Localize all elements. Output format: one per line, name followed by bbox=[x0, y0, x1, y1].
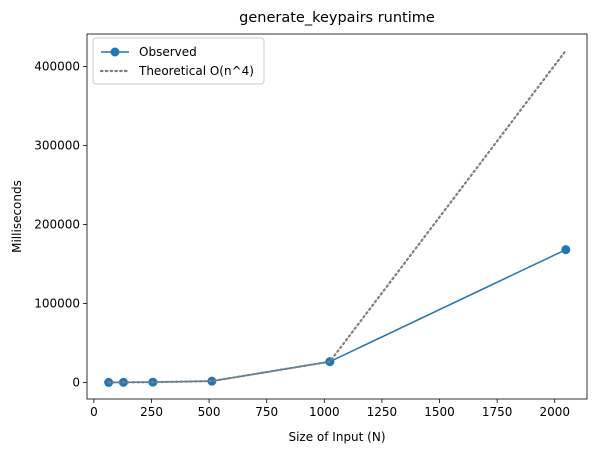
y-tick-label: 300000 bbox=[34, 138, 80, 152]
x-axis-title: Size of Input (N) bbox=[288, 430, 385, 444]
plot-frame bbox=[86, 33, 588, 400]
y-tick-label: 100000 bbox=[34, 296, 80, 310]
legend: Observed Theoretical O(n^4) bbox=[92, 37, 265, 85]
y-axis: 0 100000 200000 300000 400000 bbox=[34, 59, 87, 389]
legend-entry-theoretical: Theoretical O(n^4) bbox=[99, 64, 254, 78]
y-tick-label: 0 bbox=[72, 375, 80, 389]
x-tick-label: 750 bbox=[255, 405, 278, 419]
y-tick-label: 200000 bbox=[34, 217, 80, 231]
legend-marker-observed bbox=[110, 47, 120, 57]
observed-point bbox=[561, 245, 571, 255]
x-tick-label: 1000 bbox=[309, 405, 340, 419]
series-line-theoretical bbox=[107, 49, 567, 384]
x-tick-label: 2000 bbox=[539, 405, 570, 419]
x-tick-label: 500 bbox=[198, 405, 221, 419]
legend-entry-observed: Observed bbox=[101, 45, 197, 59]
x-tick-label: 1500 bbox=[424, 405, 455, 419]
plot-area bbox=[104, 49, 571, 387]
y-axis-title: Milliseconds bbox=[10, 180, 24, 253]
legend-box bbox=[92, 37, 265, 85]
y-tick-label: 400000 bbox=[34, 59, 80, 73]
x-tick-label: 1250 bbox=[367, 405, 398, 419]
chart-title: generate_keypairs runtime bbox=[239, 10, 435, 26]
x-tick-label: 250 bbox=[140, 405, 163, 419]
x-axis: 0 250 500 750 1000 1250 1500 1750 2000 bbox=[90, 399, 570, 419]
x-tick-label: 1750 bbox=[482, 405, 513, 419]
x-tick-label: 0 bbox=[90, 405, 98, 419]
legend-label-observed: Observed bbox=[139, 45, 197, 59]
legend-label-theoretical: Theoretical O(n^4) bbox=[138, 64, 254, 78]
